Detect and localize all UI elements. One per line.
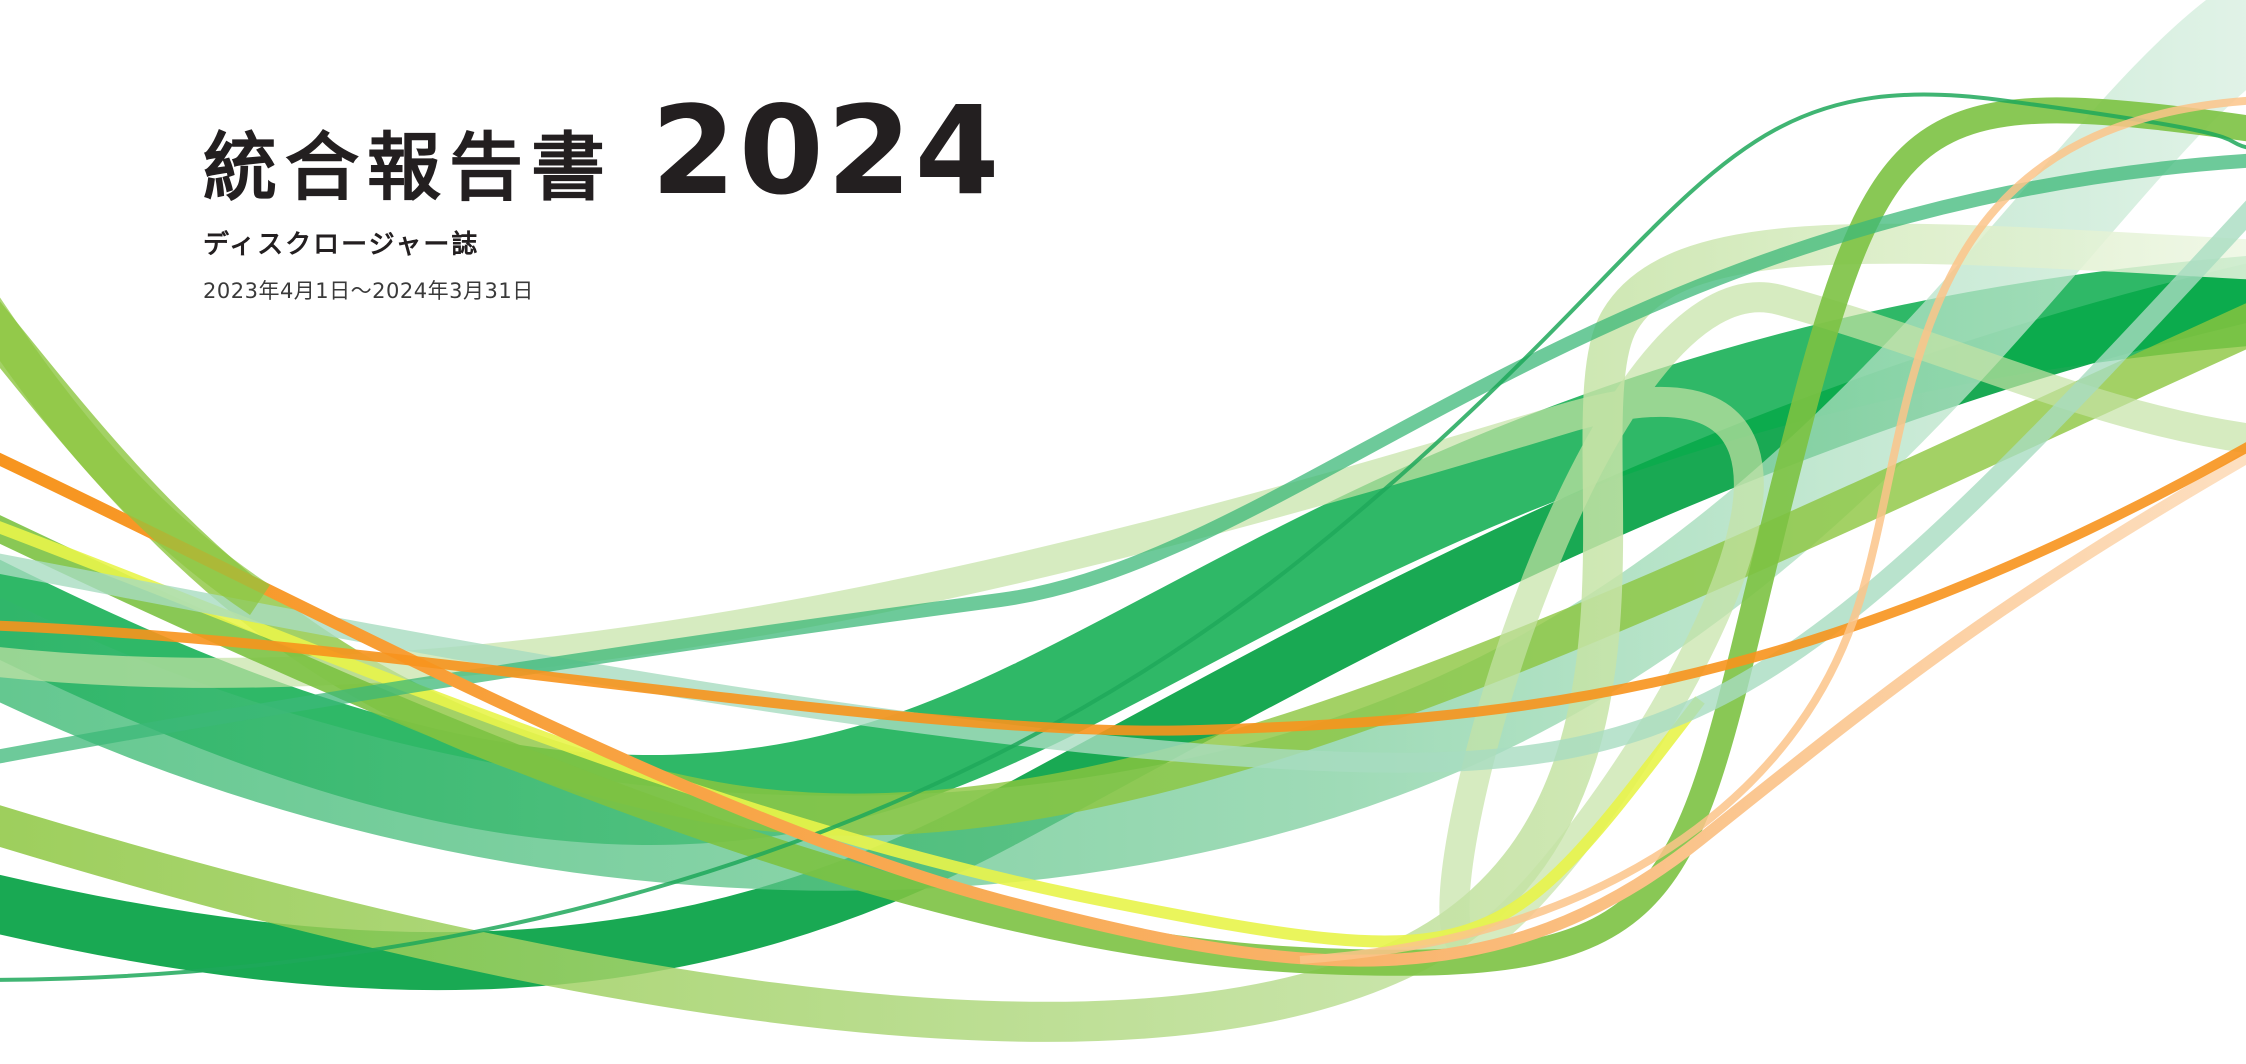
ribbon-light-green-bottom — [0, 223, 2246, 1042]
ribbon-faded-green — [0, 0, 2246, 891]
report-year: 2024 — [651, 80, 1003, 222]
ribbon-mint — [0, 200, 2246, 773]
title-row: 統合報告書 2024 — [203, 80, 1203, 222]
ribbon-left-edge — [0, 297, 270, 615]
ribbon-yellow-green — [0, 97, 2246, 976]
report-subtitle: ディスクロージャー誌 — [203, 230, 480, 260]
ribbon-yellow — [0, 521, 1705, 948]
fiscal-period: 2023年4月1日〜2024年3月31日 — [203, 279, 534, 303]
ribbon-orange-pale — [1299, 97, 2246, 964]
ribbon-pale-loop — [0, 282, 2246, 959]
cover-heading: 統合報告書 2024 ディスクロージャー誌 2023年4月1日〜2024年3月3… — [203, 90, 1203, 305]
ribbon-teal-line — [0, 153, 2246, 764]
report-title: 統合報告書 — [203, 125, 613, 211]
ribbon-thin-green — [0, 92, 2246, 982]
